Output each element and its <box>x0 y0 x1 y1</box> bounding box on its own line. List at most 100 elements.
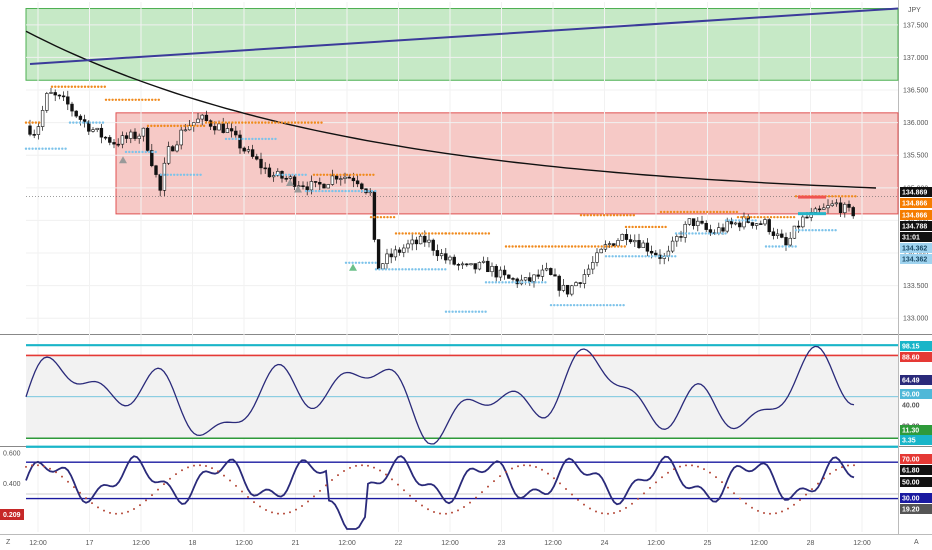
oscillator-dot <box>37 464 39 467</box>
oscillator-dot <box>769 512 771 515</box>
rsi-tag <box>900 389 932 399</box>
candle <box>120 135 125 145</box>
oscillator-dot <box>319 489 321 492</box>
support-dot <box>481 310 484 313</box>
oscillator-dot <box>637 497 639 500</box>
resistance-dot <box>589 214 593 217</box>
support-dot <box>341 189 344 193</box>
price-tag <box>900 221 932 231</box>
support-dot <box>714 232 717 235</box>
support-dot <box>364 189 367 193</box>
oscillator-dot <box>529 464 531 467</box>
candle <box>750 222 755 226</box>
candle <box>225 128 230 133</box>
resistance-dot <box>398 232 401 235</box>
candle <box>721 227 725 232</box>
support-dot <box>354 189 357 193</box>
oscillator-dot <box>565 487 567 490</box>
rsi-tag-text: 3.35 <box>902 438 916 445</box>
y-tick-label: 137.500 <box>903 22 928 29</box>
candle <box>607 243 612 245</box>
support-dot <box>728 219 731 222</box>
candle <box>57 94 62 97</box>
resistance-dot <box>567 245 570 248</box>
oscillator-dot <box>271 511 273 514</box>
resistance-dot <box>612 214 616 217</box>
support-dot <box>778 245 781 248</box>
oscillator-dot <box>559 482 561 485</box>
candle <box>427 239 431 243</box>
candle <box>204 114 209 122</box>
support-dot <box>75 121 78 124</box>
oscillator-dot <box>709 471 711 474</box>
support-dot <box>411 268 414 271</box>
resistance-dot <box>461 232 464 235</box>
oscillator-dot <box>595 510 597 513</box>
support-dot <box>569 303 572 307</box>
support-dot <box>444 310 448 313</box>
oscillator-dot <box>235 484 237 487</box>
support-dot <box>427 268 430 271</box>
candle <box>175 144 179 152</box>
oscillator-dot <box>463 505 465 508</box>
oscillator-dot <box>799 498 801 501</box>
resistance-dot <box>634 225 638 229</box>
resistance-dot <box>204 121 208 124</box>
resistance-dot <box>421 232 424 235</box>
resistance-dot <box>104 98 108 102</box>
support-dot <box>351 261 354 264</box>
resistance-dot <box>179 124 183 128</box>
support-dot <box>318 189 321 193</box>
candle <box>582 274 587 284</box>
support-dot <box>31 147 34 150</box>
resistance-dot <box>50 85 54 88</box>
resistance-dot <box>622 214 626 217</box>
resistance-dot <box>467 232 471 235</box>
resistance-dot <box>756 215 759 219</box>
candle <box>360 183 364 190</box>
oscillator-dot <box>505 470 507 473</box>
support-dot <box>424 268 427 271</box>
signal-marker <box>294 185 302 193</box>
candle <box>133 131 137 139</box>
resistance-dot <box>746 215 750 219</box>
oscillator-dot <box>469 501 471 504</box>
resistance-dot <box>577 245 580 248</box>
candle <box>784 237 788 246</box>
resistance-dot <box>692 210 696 214</box>
oscillator-dot <box>493 480 495 483</box>
support-dot <box>504 281 507 284</box>
oscillator-dot <box>763 511 765 514</box>
resistance-dot <box>355 173 359 176</box>
x-tick-label: 12:00 <box>235 540 253 547</box>
oscillator-dot <box>613 512 615 515</box>
support-dot <box>586 303 589 307</box>
support-dot <box>563 303 566 307</box>
trend-line <box>29 7 899 65</box>
candle <box>507 274 511 279</box>
support-dot <box>651 255 654 258</box>
support-dot <box>804 229 808 232</box>
candle <box>187 125 192 131</box>
oscillator-dot <box>655 481 657 484</box>
candle <box>255 156 259 160</box>
candle <box>246 149 251 152</box>
resistance-dot <box>663 210 666 214</box>
candle <box>477 262 482 270</box>
oscillator-dot <box>553 477 555 480</box>
support-dot <box>34 147 38 150</box>
resistance-dot <box>617 245 620 248</box>
candle <box>523 277 528 281</box>
support-dot <box>741 219 744 222</box>
oscillator-dot <box>367 464 369 467</box>
resistance-dot <box>372 173 375 176</box>
resistance-dot <box>620 245 623 248</box>
oscillator-dot <box>697 465 699 468</box>
support-dot <box>331 189 334 193</box>
support-dot <box>605 303 609 307</box>
resistance-dot <box>264 121 267 124</box>
candle <box>414 239 419 245</box>
support-dot <box>467 310 471 313</box>
oscillator-dot <box>487 485 489 488</box>
resistance-dot <box>508 245 511 248</box>
